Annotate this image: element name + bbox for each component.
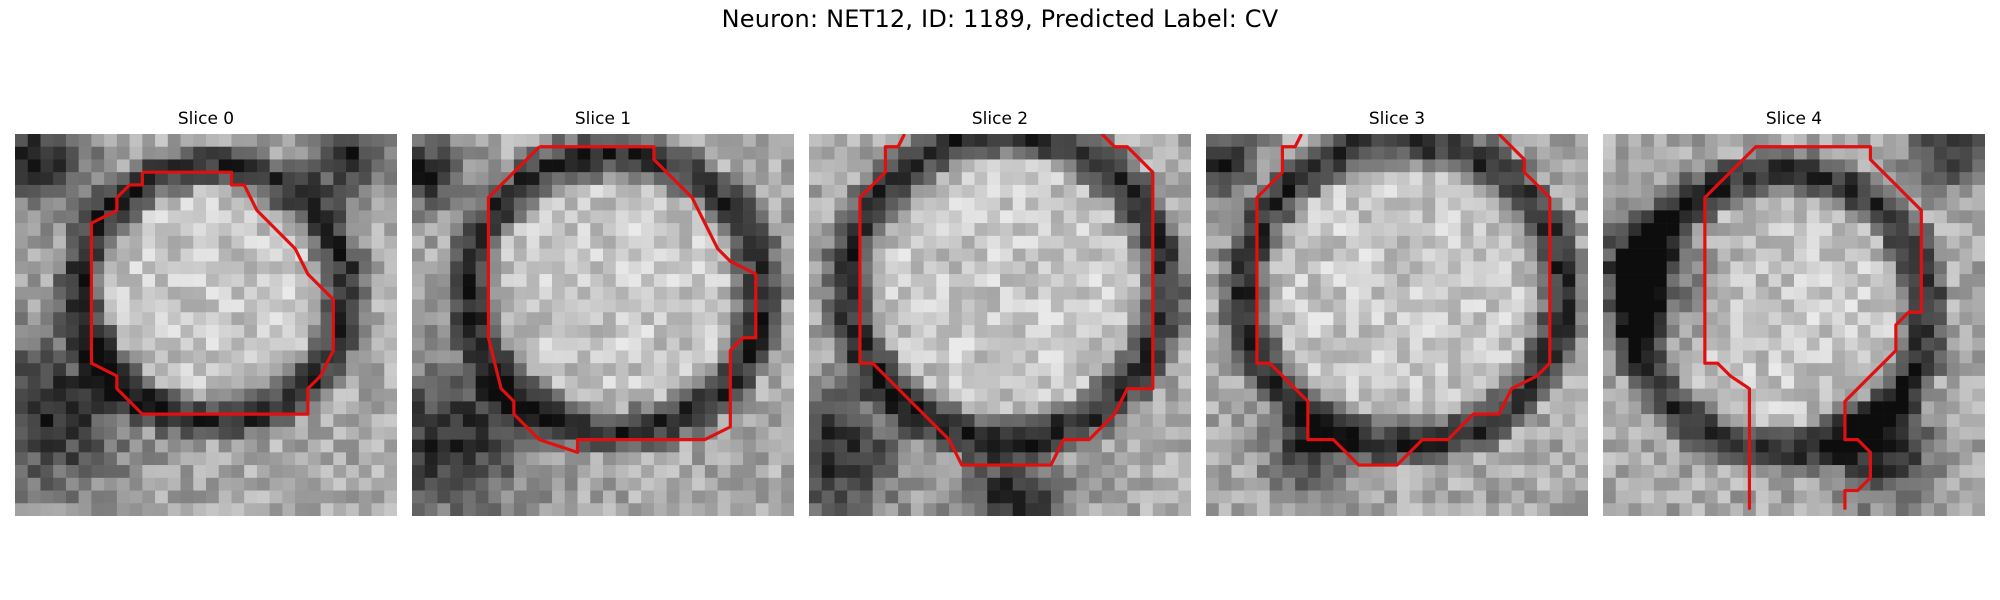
slice-panel-1: Slice 1 — [412, 108, 794, 516]
slice-panel-4: Slice 4 — [1603, 108, 1985, 516]
segmentation-contour — [486, 145, 758, 454]
grayscale-slice — [809, 134, 1191, 516]
grayscale-slice — [1603, 134, 1985, 516]
slice-image — [1206, 134, 1588, 516]
slice-panel-0: Slice 0 — [15, 108, 397, 516]
segmentation-contour — [1703, 145, 1923, 510]
segmentation-contour — [1255, 134, 1552, 467]
slice-title: Slice 4 — [1765, 109, 1823, 129]
grayscale-slice — [412, 134, 794, 516]
grayscale-slice — [1206, 134, 1588, 516]
segmentation-contour — [858, 134, 1155, 467]
slice-image — [809, 134, 1191, 516]
segmentation-contour — [89, 170, 335, 416]
slice-panel-2: Slice 2 — [809, 108, 1191, 516]
slice-image — [412, 134, 794, 516]
slice-image — [15, 134, 397, 516]
slice-title: Slice 1 — [574, 109, 632, 129]
figure-title: Neuron: NET12, ID: 1189, Predicted Label… — [721, 5, 1279, 33]
slice-title: Slice 2 — [971, 109, 1029, 129]
slice-panel-3: Slice 3 — [1206, 108, 1588, 516]
grayscale-slice — [15, 134, 397, 516]
slice-image — [1603, 134, 1985, 516]
slice-title: Slice 3 — [1368, 109, 1426, 129]
slice-title: Slice 0 — [177, 109, 235, 129]
